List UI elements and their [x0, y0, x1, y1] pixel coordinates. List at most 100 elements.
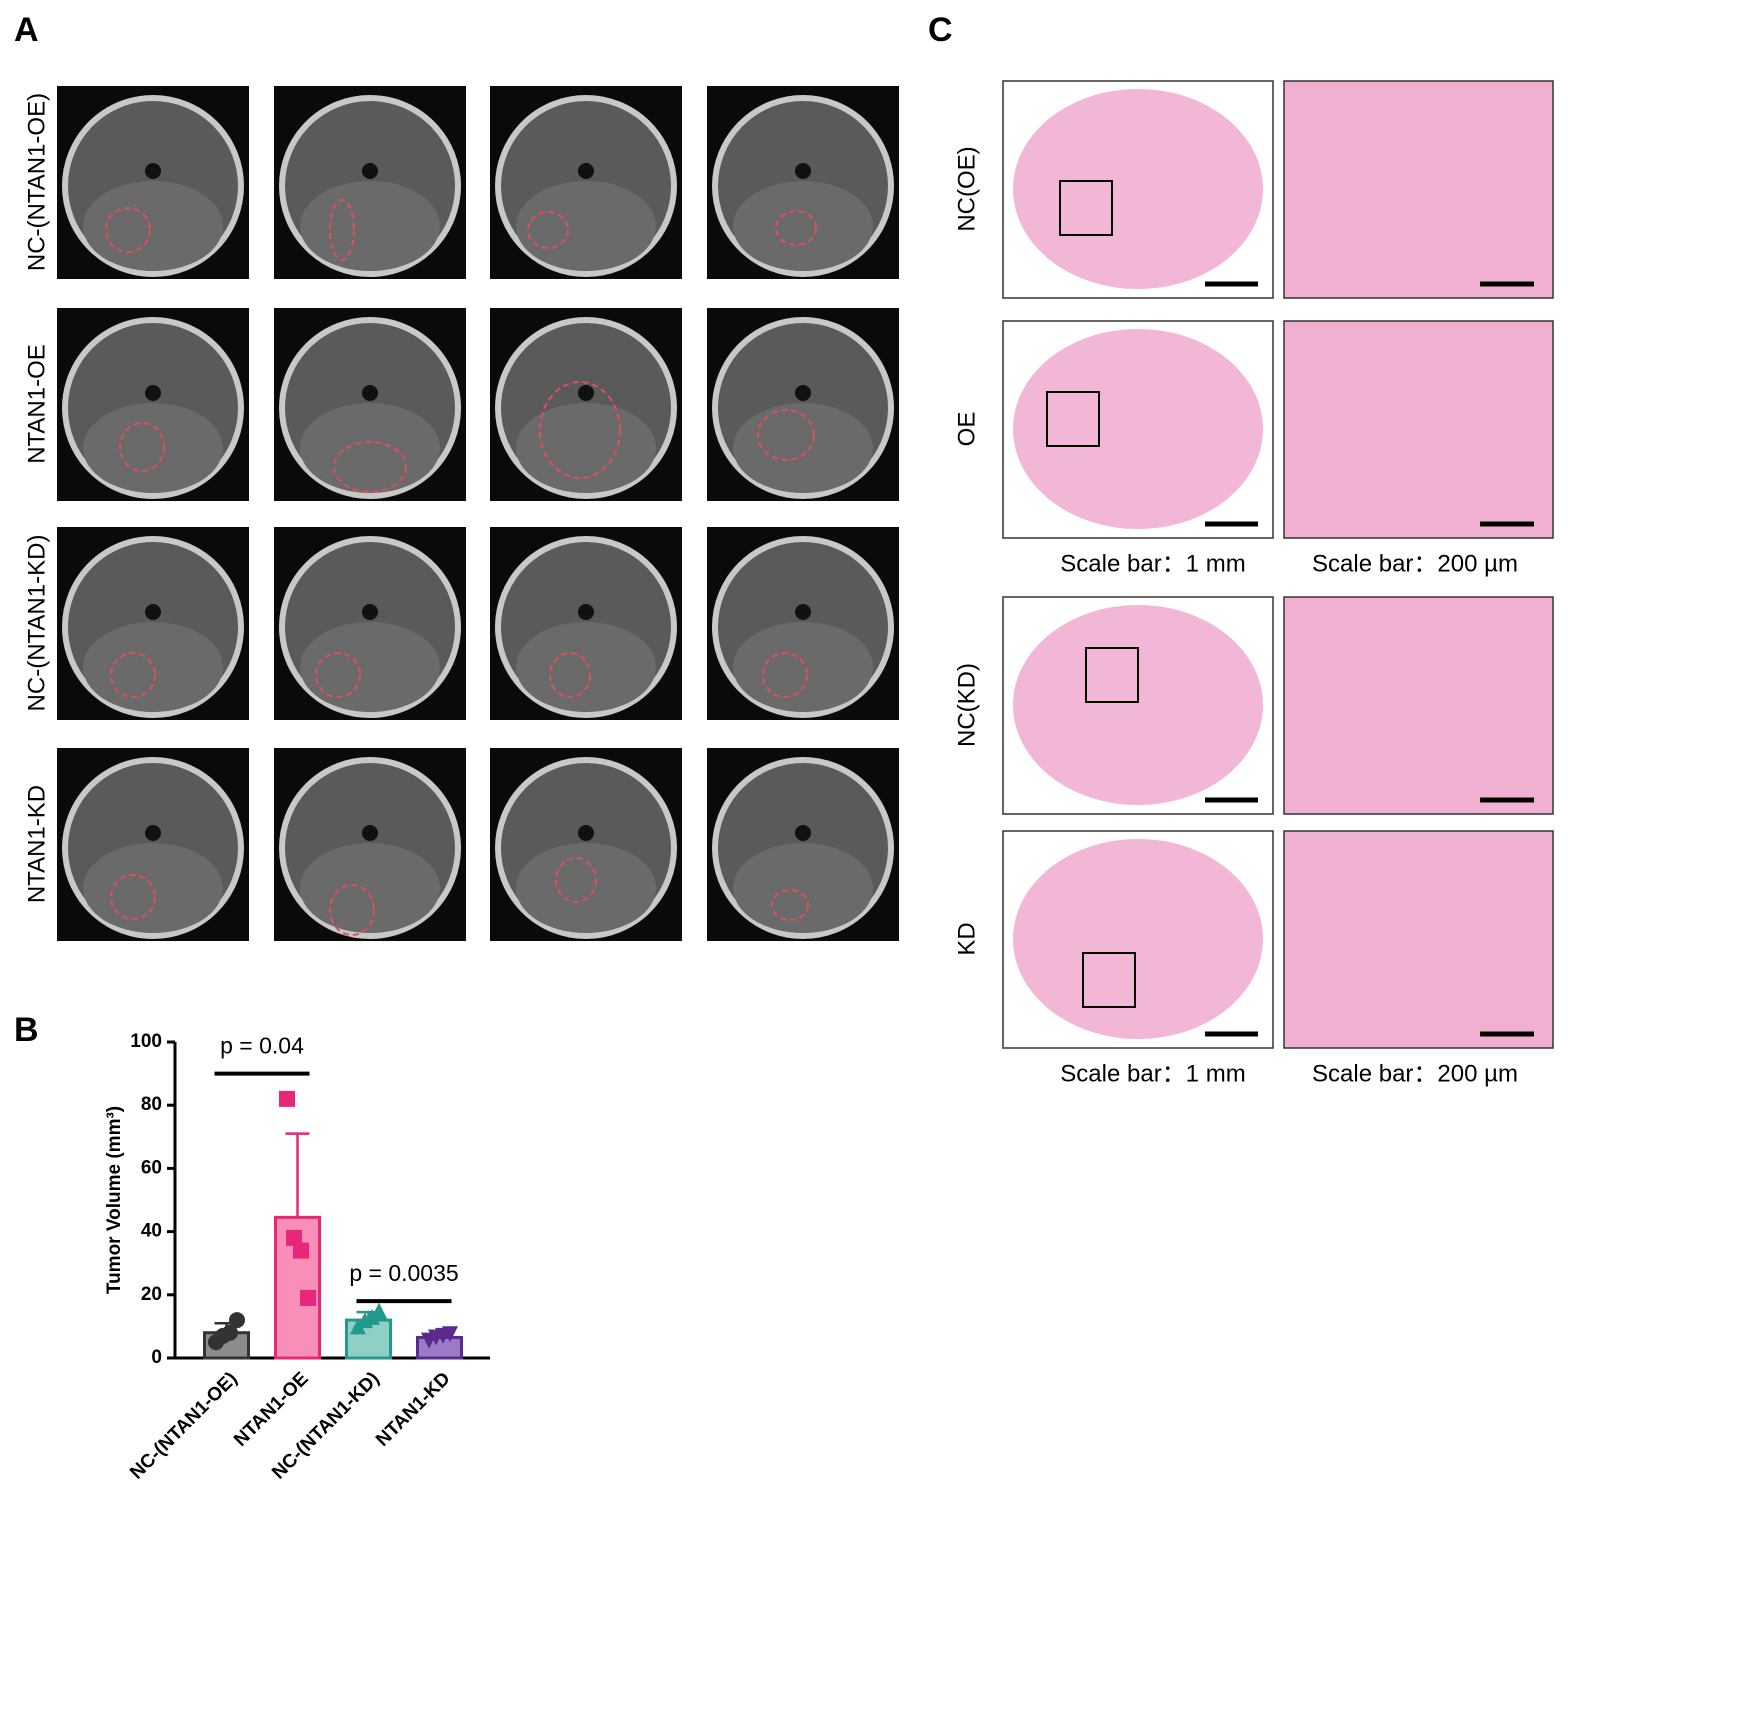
cerebellum	[516, 181, 656, 271]
tumor-outline	[110, 652, 156, 698]
data-point	[286, 1229, 302, 1246]
brainstem	[795, 604, 811, 620]
cerebellum	[300, 403, 440, 493]
x-tick-label: NC-(NTAN1-OE)	[126, 1368, 241, 1483]
data-point	[300, 1289, 316, 1306]
cerebellum	[733, 622, 873, 712]
brain-section	[1013, 839, 1263, 1039]
tumor-outline	[329, 199, 355, 261]
bar-chart: 0 20 40 60 80 100 Tumor Volume (mm³) NC-(NTAN1-…	[104, 1031, 490, 1484]
bar	[416, 1335, 463, 1360]
tumor-outline	[775, 210, 817, 246]
brainstem	[362, 163, 378, 179]
brainstem	[145, 604, 161, 620]
brainstem	[795, 385, 811, 401]
tumor-outline	[105, 207, 151, 253]
cerebellum	[300, 622, 440, 712]
data-point	[279, 1090, 295, 1107]
brain-section	[1013, 89, 1263, 289]
brainstem	[145, 163, 161, 179]
tumor-outline	[527, 211, 569, 249]
tumor-outline	[539, 381, 621, 479]
he-zoom	[1283, 320, 1554, 539]
error-bar	[285, 1132, 310, 1218]
zoom-box	[1082, 952, 1136, 1008]
tumor-outline	[119, 422, 165, 472]
tumor-outline	[555, 857, 597, 903]
tumor-outline	[762, 652, 808, 698]
scale-bar-label: Scale bar：1 mm	[1060, 1060, 1245, 1087]
brainstem	[145, 825, 161, 841]
y-tick-label: 100	[130, 1031, 162, 1052]
he-zoom	[1283, 80, 1554, 299]
panel-letter: A	[14, 11, 39, 49]
panel-letter: B	[14, 1011, 39, 1049]
tumor-outline	[757, 409, 815, 461]
tumor-outline	[110, 874, 156, 920]
cerebellum	[733, 843, 873, 933]
data-point	[229, 1312, 245, 1329]
p-value: p = 0.04	[220, 1033, 304, 1059]
y-tick-label: 0	[151, 1347, 162, 1368]
zoom-box	[1085, 647, 1139, 703]
tumor-outline	[549, 652, 591, 698]
cerebellum	[733, 403, 873, 493]
brainstem	[578, 825, 594, 841]
mri-grid: NC-(NTAN1-OE) NTAN1-OE NC-(NTAN1-KD) NTAN1-…	[23, 86, 899, 941]
brainstem	[795, 163, 811, 179]
brain-section	[1013, 329, 1263, 529]
row-label: NTAN1-OE	[23, 344, 50, 464]
row-label: KD	[953, 922, 980, 955]
tumor-outline	[315, 652, 361, 698]
row-label: NTAN1-KD	[23, 785, 50, 903]
he-grid: NC(OE) OE NC(KD) KD	[953, 80, 1554, 1049]
data-point	[442, 1326, 458, 1343]
y-axis-label: Tumor Volume (mm³)	[104, 1106, 125, 1294]
zoom-box	[1046, 391, 1100, 447]
brainstem	[362, 825, 378, 841]
cerebellum	[300, 843, 440, 933]
cerebellum	[300, 181, 440, 271]
row-label: NC(KD)	[953, 663, 980, 747]
cerebellum	[83, 843, 223, 933]
p-value: p = 0.0035	[349, 1260, 458, 1286]
y-tick-label: 80	[141, 1094, 162, 1115]
zoom-box	[1059, 180, 1113, 236]
scale-bar-label: Scale bar：200 µm	[1312, 1060, 1518, 1087]
tumor-outline	[771, 889, 809, 921]
panel-letter: C	[928, 11, 953, 49]
y-tick-label: 20	[141, 1284, 162, 1305]
cerebellum	[83, 181, 223, 271]
cerebellum	[83, 622, 223, 712]
data-point	[293, 1242, 309, 1259]
he-zoom	[1283, 596, 1554, 815]
x-tick-label: NTAN1-KD	[372, 1368, 455, 1451]
y-tick-label: 40	[141, 1221, 162, 1242]
scale-bar-label: Scale bar：200 µm	[1312, 550, 1518, 577]
brainstem	[362, 385, 378, 401]
brainstem	[362, 604, 378, 620]
cerebellum	[516, 622, 656, 712]
cerebellum	[733, 181, 873, 271]
tumor-outline	[333, 441, 407, 493]
brainstem	[145, 385, 161, 401]
brainstem	[578, 163, 594, 179]
data-point	[371, 1302, 387, 1319]
scale-bar-label: Scale bar：1 mm	[1060, 550, 1245, 577]
brainstem	[795, 825, 811, 841]
brainstem	[578, 604, 594, 620]
cerebellum	[516, 843, 656, 933]
row-label: NC-(NTAN1-OE)	[23, 93, 50, 271]
cerebellum	[83, 403, 223, 493]
y-tick-label: 60	[141, 1157, 162, 1178]
row-label: OE	[953, 412, 980, 447]
data-point	[222, 1324, 238, 1341]
brainstem	[578, 385, 594, 401]
he-zoom	[1283, 830, 1554, 1049]
cerebellum	[516, 403, 656, 493]
row-label: NC-(NTAN1-KD)	[23, 535, 50, 712]
tumor-outline	[329, 884, 375, 936]
row-label: NC(OE)	[953, 146, 980, 231]
brain-section	[1013, 605, 1263, 805]
